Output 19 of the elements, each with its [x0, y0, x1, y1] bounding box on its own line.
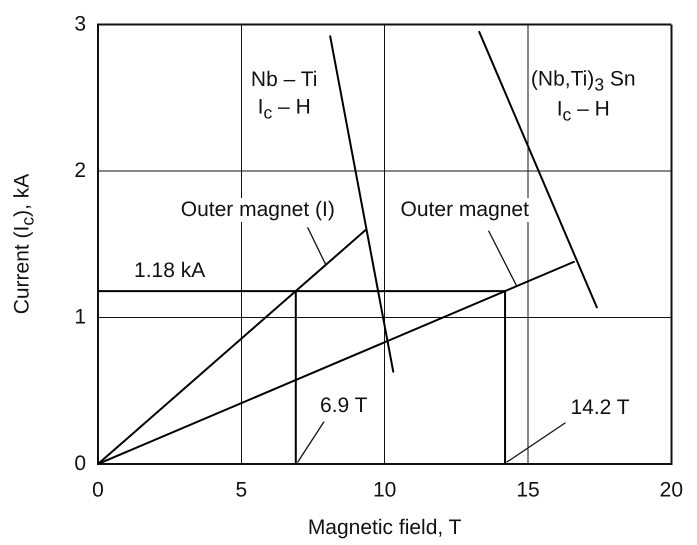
annotation: I$_{c}$ – H [554, 97, 612, 127]
x-axis-title: Magnetic field, T [306, 516, 462, 540]
annotation: 14.2 T [568, 396, 632, 420]
annotation: I$_{c}$ – H [256, 96, 313, 125]
y-tick-label: 2 [74, 158, 86, 182]
x-tick-label: 15 [516, 478, 540, 502]
series-label: Outer magnet (I) [178, 198, 337, 222]
x-tick-label: 5 [235, 478, 248, 502]
series-label: Nb – Ti [248, 68, 320, 92]
annotation: 1.18 kA [132, 259, 208, 284]
series-label: (Nb,Ti)$_{3}$ Sn [528, 67, 638, 97]
x-tick-label: 10 [372, 478, 396, 502]
annotation: 6.9 T [318, 394, 370, 418]
text: Outer magnet [398, 198, 531, 222]
x-tick-label: 20 [660, 478, 683, 502]
y-tick-label: 3 [74, 12, 86, 36]
y-tick-label: 1 [74, 305, 86, 328]
x-tick-label: 0 [92, 478, 104, 502]
y-tick-label: 0 [74, 452, 86, 475]
